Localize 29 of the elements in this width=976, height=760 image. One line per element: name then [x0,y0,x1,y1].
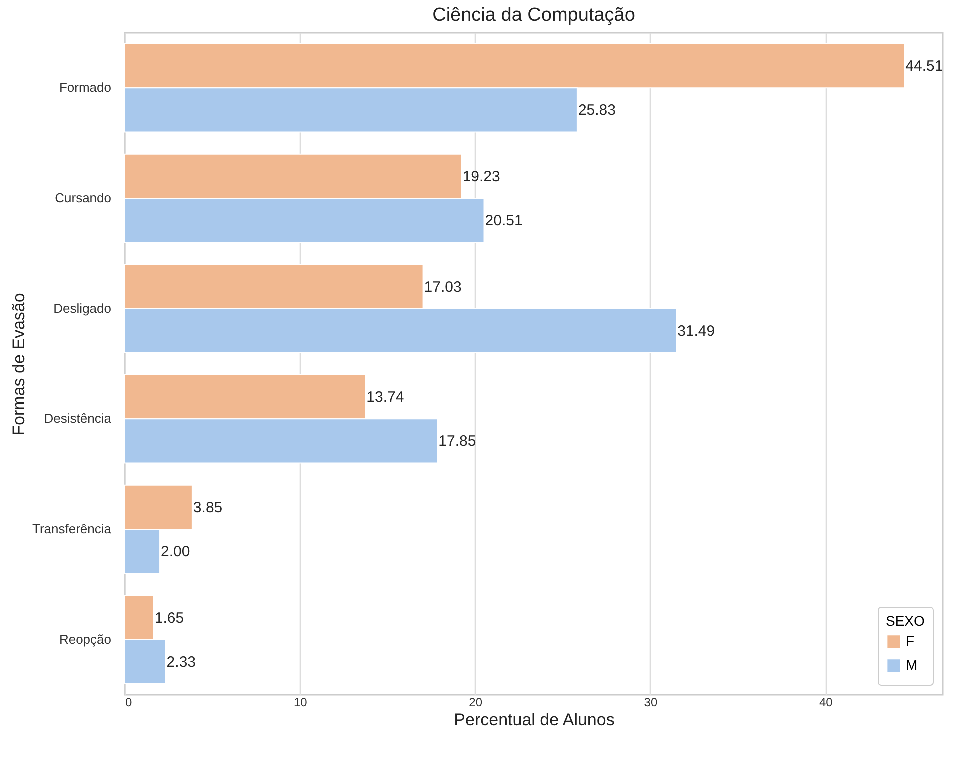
data-label: 3.85 [193,499,223,516]
data-label: 13.74 [366,389,404,406]
x-tick-label: 10 [294,696,308,710]
chart-title: Ciência da Computação [432,5,636,26]
data-label: 31.49 [678,322,716,340]
data-label: 2.00 [161,544,190,561]
data-label: 1.65 [154,610,184,627]
legend-label: M [906,657,918,673]
legend-title: SEXO [886,613,926,629]
data-label: 17.03 [424,278,462,296]
data-label: 17.85 [438,433,476,450]
data-label: 25.83 [578,102,616,120]
y-tick-label: Desligado [54,300,112,316]
x-tick-label: 30 [644,696,658,710]
x-tick-label: 0 [126,696,132,710]
data-label: 2.33 [166,654,196,671]
x-axis-title: Percentual de Alunos [454,710,615,730]
x-tick-label: 20 [469,696,483,710]
y-axis-title: Formas de Evasão [10,293,29,436]
y-tick-label: Reopção [59,632,112,647]
data-label: 44.51 [906,58,944,76]
y-tick-label: Transferência [32,522,112,536]
x-tick-label: 40 [819,696,834,710]
y-tick-label: Desistência [44,411,112,426]
y-tick-label: Cursando [55,190,112,206]
data-label: 19.23 [462,168,500,186]
data-label: 20.51 [485,212,523,230]
legend-label: F [906,633,915,649]
y-tick-label: Formado [59,80,112,96]
